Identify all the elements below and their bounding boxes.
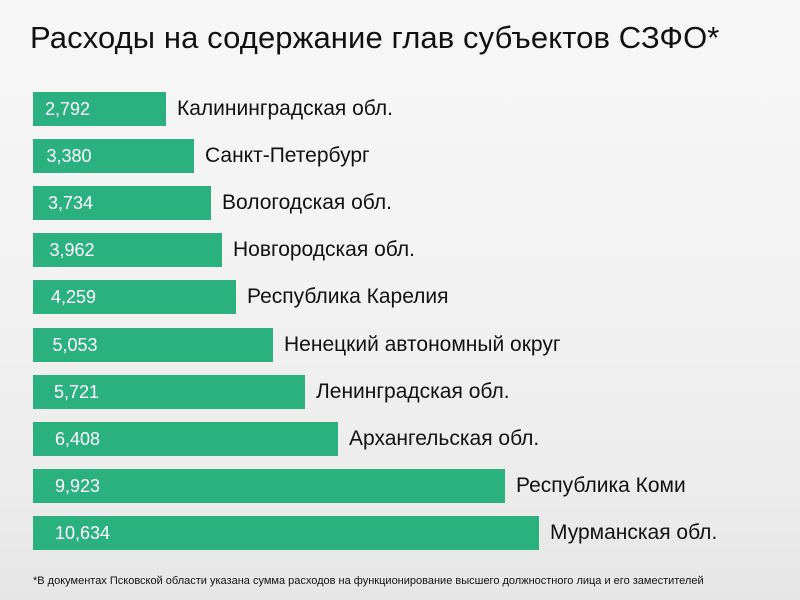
bar-value-label: 3,962 bbox=[49, 240, 95, 260]
category-label: Санкт-Петербург bbox=[205, 144, 370, 167]
bar-value-label: 3,380 bbox=[46, 146, 92, 166]
bar-value-label: 5,053 bbox=[52, 335, 98, 355]
category-label: Ненецкий автономный округ bbox=[284, 333, 561, 356]
bar bbox=[33, 328, 273, 362]
category-label: Новгородская обл. bbox=[233, 238, 415, 261]
bar bbox=[33, 280, 236, 314]
category-label: Республика Коми bbox=[516, 474, 686, 497]
category-label: Республика Карелия bbox=[247, 285, 449, 308]
bar bbox=[33, 375, 305, 409]
category-label: Ленинградская обл. bbox=[316, 380, 510, 403]
bar bbox=[33, 92, 166, 126]
bar-value-label: 6,408 bbox=[55, 429, 101, 449]
bar bbox=[33, 422, 338, 456]
bar bbox=[33, 516, 539, 550]
bar-value-label: 4,259 bbox=[51, 287, 97, 307]
bar bbox=[33, 139, 194, 173]
category-label: Вологодская обл. bbox=[222, 191, 392, 214]
chart-title: Расходы на содержание глав субъектов СЗФ… bbox=[30, 20, 720, 55]
bar bbox=[33, 186, 211, 220]
bar-value-label: 5,721 bbox=[54, 382, 100, 402]
bar bbox=[33, 469, 505, 503]
bar-value-label: 3,734 bbox=[48, 193, 94, 213]
bar bbox=[33, 233, 222, 267]
category-label: Калининградская обл. bbox=[177, 97, 393, 120]
category-label: Мурманская обл. bbox=[550, 521, 718, 544]
category-label: Архангельская обл. bbox=[349, 427, 540, 450]
footnote: *В документах Псковской области указана … bbox=[33, 575, 704, 587]
bar-value-label: 10,634 bbox=[55, 523, 111, 543]
bar-value-label: 2,792 bbox=[45, 99, 91, 119]
bar-value-label: 9,923 bbox=[55, 476, 101, 496]
